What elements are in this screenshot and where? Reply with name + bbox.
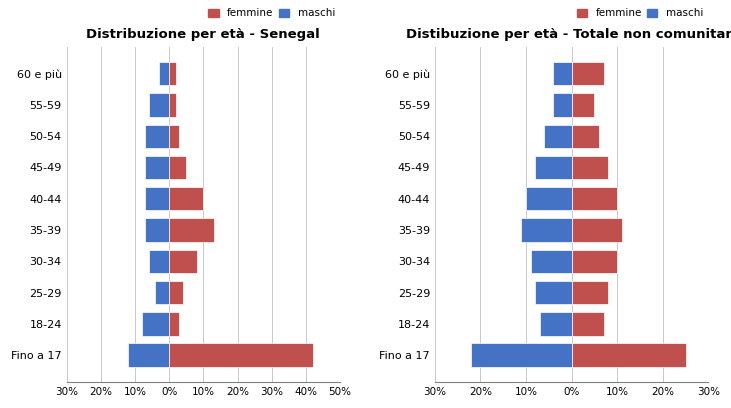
- Bar: [572, 156, 608, 179]
- Title: Distibuzione per età - Totale non comunitari: Distibuzione per età - Totale non comuni…: [406, 29, 731, 41]
- Bar: [145, 218, 169, 242]
- Bar: [128, 344, 169, 367]
- Bar: [169, 312, 179, 335]
- Bar: [156, 281, 169, 304]
- Bar: [169, 93, 176, 117]
- Legend: femmine, maschi: femmine, maschi: [208, 9, 335, 18]
- Bar: [572, 124, 599, 148]
- Legend: femmine, maschi: femmine, maschi: [577, 9, 703, 18]
- Bar: [572, 93, 594, 117]
- Bar: [169, 218, 213, 242]
- Title: Distribuzione per età - Senegal: Distribuzione per età - Senegal: [86, 29, 320, 41]
- Bar: [145, 124, 169, 148]
- Bar: [526, 187, 572, 211]
- Bar: [169, 281, 183, 304]
- Bar: [572, 187, 617, 211]
- Bar: [572, 62, 604, 85]
- Bar: [539, 312, 572, 335]
- Bar: [553, 93, 572, 117]
- Bar: [572, 250, 617, 273]
- Bar: [169, 124, 179, 148]
- Bar: [572, 281, 608, 304]
- Bar: [471, 344, 572, 367]
- Bar: [148, 93, 169, 117]
- Bar: [169, 156, 186, 179]
- Bar: [159, 62, 169, 85]
- Bar: [572, 312, 604, 335]
- Bar: [572, 344, 686, 367]
- Bar: [521, 218, 572, 242]
- Bar: [545, 124, 572, 148]
- Bar: [148, 250, 169, 273]
- Bar: [572, 218, 622, 242]
- Bar: [553, 62, 572, 85]
- Bar: [169, 344, 313, 367]
- Bar: [142, 312, 169, 335]
- Bar: [535, 156, 572, 179]
- Bar: [145, 156, 169, 179]
- Bar: [535, 281, 572, 304]
- Bar: [531, 250, 572, 273]
- Bar: [169, 187, 203, 211]
- Bar: [169, 62, 176, 85]
- Bar: [169, 250, 197, 273]
- Bar: [145, 187, 169, 211]
